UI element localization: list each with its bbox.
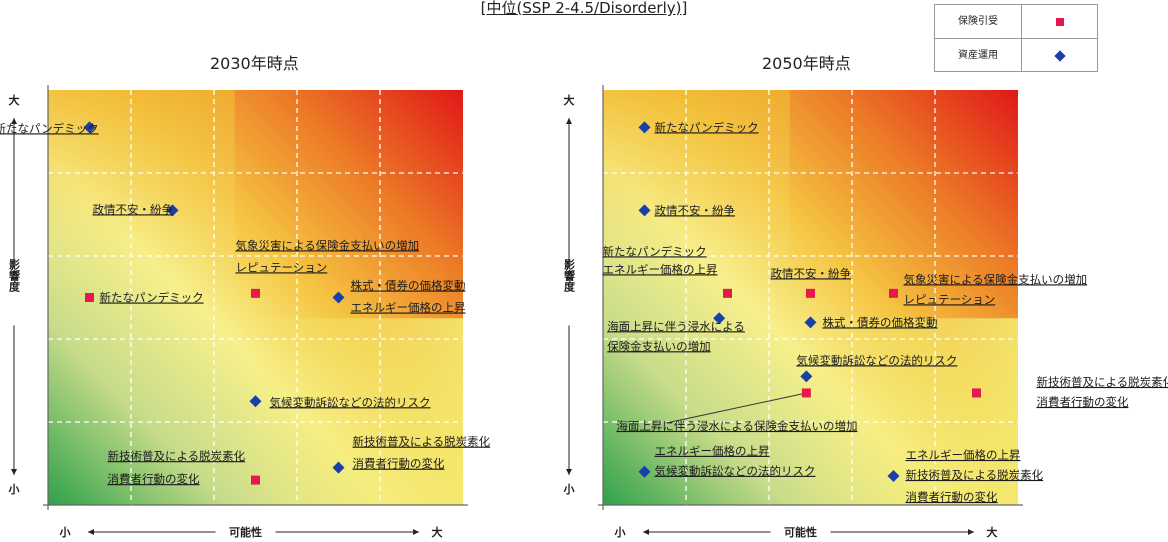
legend-item-underwriting: 保険引受 [935,5,1097,38]
legend-item-investment: 資産運用 [935,38,1097,72]
legend-label: 保険引受 [935,5,1022,38]
investment-marker [638,465,651,478]
investment-marker [638,121,651,134]
point-label: 新たなパンデミック [655,120,759,134]
heatmap-overlay [48,90,235,298]
y-tick-label: 小 [563,482,575,496]
investment-marker [249,395,262,408]
x-tick-label: 大 [432,525,443,539]
scenario-title: [中位(SSP 2-4.5/Disorderly)] [480,0,688,17]
arrow-down-icon [566,469,572,475]
point-label: エネルギー価格の上昇 [655,444,770,458]
arrow-right-icon [413,529,419,535]
investment-marker [713,312,726,325]
investment-marker [332,291,345,304]
x-axis-title: 可能性 [784,525,817,539]
underwriting-marker [723,288,732,298]
point-label: 政情不安・紛争 [93,202,174,216]
arrow-left-icon [643,529,649,535]
arrow-right-icon [968,529,974,535]
heatmap-overlay [603,90,790,298]
point-label: エネルギー価格の上昇 [351,301,466,315]
point-label: 消費者行動の変化 [353,457,445,471]
point-label: 政情不安・紛争 [771,266,852,280]
y-tick-label: 小 [8,482,20,496]
point-label: 気候変動訴訟などの法的リスク [270,395,431,409]
heatmap-overlay [789,318,1018,505]
underwriting-marker [801,388,811,398]
leader-line [666,392,807,424]
arrow-up-icon [566,118,572,124]
point-label: エネルギー価格の上昇 [603,262,718,276]
point-label: 消費者行動の変化 [108,472,200,486]
point-label: 保険金支払いの増加 [607,339,711,353]
heatmap-overlay [234,318,463,505]
point-label: 気候変動訴訟などの法的リスク [796,353,957,367]
underwriting-marker [972,388,981,398]
point-label: 新技術普及による脱炭素化 [906,468,1044,482]
investment-marker [887,469,900,482]
point-label: 政情不安・紛争 [655,203,736,217]
x-tick-label: 小 [59,525,71,539]
legend: 保険引受 資産運用 [934,4,1098,72]
investment-marker [804,316,817,329]
page-title: [中位(SSP 2-4.5/Disorderly)] [0,0,1168,21]
y-tick-label: 大 [9,93,20,107]
underwriting-marker [889,288,898,298]
x-tick-label: 小 [614,525,626,539]
underwriting-marker [85,293,94,302]
x-tick-label: 大 [987,525,998,539]
chart-title-2030: 2030年時点 [210,54,299,73]
underwriting-marker [251,475,260,485]
point-label: 新たなパンデミック [603,244,707,258]
point-label: 気象災害による保険金支払いの増加 [904,272,1088,286]
point-label: レピュテーション [904,292,996,306]
y-tick-label: 大 [564,93,575,107]
point-label: 新技術普及による脱炭素化 [108,449,246,463]
point-label: 新技術普及による脱炭素化 [1037,375,1168,389]
point-label: 株式・債券の価格変動 [351,279,466,293]
chart-2030: 小大可能性大小影響度新たなパンデミック気象災害による保険金支払いの増加レピュテー… [0,85,491,539]
arrow-left-icon [88,529,94,535]
investment-marker [166,204,179,217]
investment-marker [638,204,651,217]
point-label: 新たなパンデミック [100,291,204,305]
chart-title-2050: 2050年時点 [762,54,851,73]
point-label: エネルギー価格の上昇 [906,448,1021,462]
underwriting-marker [806,288,815,298]
investment-marker [332,461,345,474]
point-label: 株式・債券の価格変動 [823,315,938,329]
point-label: レピュテーション [236,260,328,274]
point-label: 新たなパンデミック [0,121,99,135]
investment-marker [800,370,813,383]
arrow-up-icon [11,118,17,124]
y-axis-title: 影響度 [8,258,21,293]
point-label: 気象災害による保険金支払いの増加 [236,238,420,252]
point-label: 新技術普及による脱炭素化 [353,435,491,449]
point-label: 海面上昇に伴う浸水による [607,319,745,333]
legend-label: 資産運用 [935,39,1022,72]
point-label: 気候変動訴訟などの法的リスク [655,464,816,478]
point-label: 消費者行動の変化 [1037,395,1129,409]
x-axis-title: 可能性 [229,525,262,539]
point-label: 消費者行動の変化 [906,490,998,504]
chart-2050: 小大可能性大小影響度新たなパンデミックエネルギー価格の上昇 政情不安・紛争 気象災害… [563,85,1168,539]
investment-marker [83,121,96,134]
underwriting-marker [251,288,260,298]
square-marker-icon [1055,17,1064,26]
y-axis-title: 影響度 [563,258,576,293]
arrow-down-icon [11,469,17,475]
point-label: 海面上昇に伴う浸水による保険金支払いの増加 [616,419,857,433]
